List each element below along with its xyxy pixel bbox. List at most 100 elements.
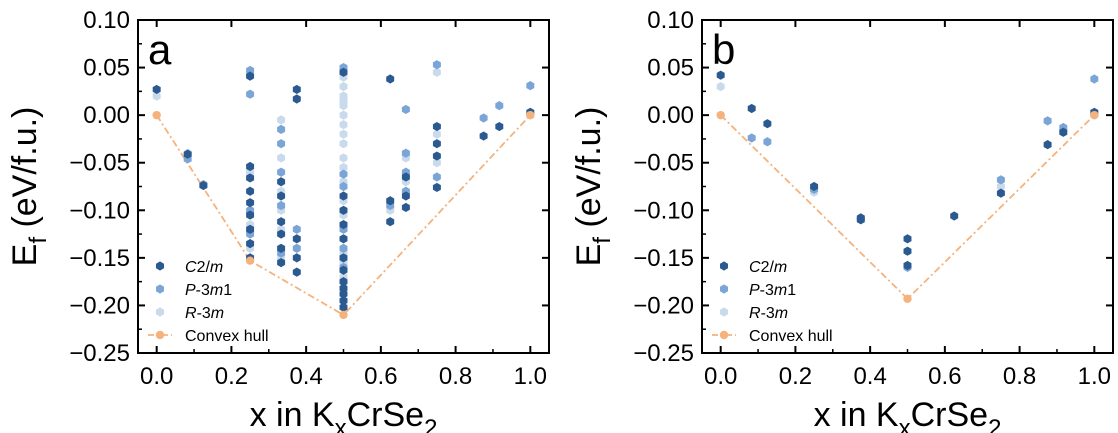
- panel-a-legend-entry: C2/m: [156, 259, 223, 276]
- panel-a-legend-label-part: -3: [196, 282, 210, 299]
- panel-a-point-c2-m: [339, 191, 348, 201]
- panel-b-legend-label: R-3m: [749, 305, 788, 322]
- panel-a-point-r-3m: [432, 129, 441, 139]
- panel-a-point-p-3m1: [277, 124, 286, 135]
- panel-a-x-axis-title-part: CrSe: [347, 396, 424, 433]
- panel-b-point-r-3m: [996, 181, 1005, 192]
- panel-a-point-c2-m: [339, 219, 348, 230]
- panel-b-legend-label-part: m: [774, 282, 787, 299]
- panel-b-ytick-label: −0.05: [633, 150, 694, 177]
- panel-a-point-c2-m: [339, 277, 348, 287]
- panel-b-x-axis-title-part: 2: [988, 415, 1001, 433]
- panel-b-point-c2-m: [763, 119, 772, 129]
- panel-a-hull-point: [339, 310, 348, 320]
- panel-a-point-r-3m: [277, 115, 286, 125]
- panel-b-point-c2-m: [747, 103, 756, 114]
- panel-b-ytick-label: 0.00: [647, 102, 694, 129]
- panel-a-legend-label: C2/m: [185, 259, 223, 276]
- panel-a-point-p-3m1: [339, 181, 348, 192]
- panel-a-legend-label-part: 1: [223, 282, 232, 299]
- panel-a-point-c2-m: [495, 121, 504, 132]
- panel-a-point-p-3m1: [479, 113, 488, 123]
- panel-a-point-c2-m: [339, 234, 348, 244]
- panel-b-legend-entry: R-3m: [720, 305, 788, 322]
- panel-b-hull-point: [903, 294, 912, 303]
- panel-a-point-c2-m: [401, 202, 410, 213]
- panel-a-point-c2-m: [246, 238, 255, 249]
- panel-b-legend-marker: [720, 261, 728, 271]
- panel-b-y-axis-title-part: E: [570, 244, 608, 267]
- panel-a-point-c2-m: [432, 182, 441, 193]
- panel-a-legend-label-part: R: [185, 305, 197, 322]
- panel-b-x-axis-title-part: x: [899, 415, 911, 433]
- panel-a-point-c2-m: [386, 74, 395, 84]
- panel-a-legend-marker: [156, 307, 164, 317]
- panel-a-point-c2-m: [246, 198, 255, 208]
- panel-b-point-p-3m1: [1043, 116, 1052, 126]
- panel-b-legend-marker: [720, 284, 728, 294]
- panel-a-ytick-label: −0.15: [69, 245, 130, 272]
- panel-a-point-r-3m: [339, 153, 348, 163]
- panel-a-ytick-label: 0.05: [83, 55, 130, 82]
- panel-a-point-c2-m: [277, 243, 286, 253]
- panel-a-point-c2-m: [277, 177, 286, 187]
- panel-a-point-c2-m: [183, 149, 192, 159]
- panel-a-ytick-label: −0.10: [69, 197, 130, 224]
- panel-b-x-axis-title-part: x in K: [814, 396, 899, 433]
- panel-b-ytick-label: −0.10: [633, 197, 694, 224]
- panel-a-point-c2-m: [339, 302, 348, 312]
- panel-b-xtick-label: 0.0: [704, 363, 737, 390]
- panel-b-legend-label-part: P: [749, 282, 760, 299]
- panel-a-point-p-3m1: [495, 101, 504, 111]
- panel-a-point-c2-m: [432, 151, 441, 161]
- panel-a-x-axis-title-part: 2: [424, 415, 437, 433]
- panel-a-xtick-label: 1.0: [514, 363, 547, 390]
- panel-a-y-axis-title-part: E: [6, 244, 44, 267]
- panel-a-point-c2-m: [292, 234, 301, 244]
- panel-a-point-c2-m: [277, 217, 286, 227]
- panel-a-point-c2-m: [339, 205, 348, 215]
- panel-a-point-c2-m: [339, 67, 348, 77]
- panel-a-point-c2-m: [339, 296, 348, 306]
- panel-a-point-c2-m: [277, 258, 286, 268]
- panel-b-point-c2-m: [1043, 140, 1052, 150]
- panel-a-point-r-3m: [432, 158, 441, 168]
- panel-a-legend-entry: P-3m1: [156, 282, 232, 299]
- panel-b-legend-marker: [719, 330, 729, 340]
- panel-b-point-p-3m1: [996, 175, 1005, 185]
- panel-b-x-axis-title-part: CrSe: [911, 396, 988, 433]
- panel-a-point-c2-m: [246, 210, 255, 220]
- panel-a-point-c2-m: [339, 265, 348, 275]
- panel-b-xtick-label: 1.0: [1078, 363, 1111, 390]
- panel-b-legend-label-part: 1: [787, 282, 796, 299]
- panel-a-legend-label: P-3m1: [185, 282, 232, 299]
- panel-b-xtick-label: 0.2: [779, 363, 812, 390]
- panel-b-point-c2-m: [903, 246, 912, 256]
- panel-b-legend-label-part: -3: [761, 305, 775, 322]
- panel-b-point-c2-m: [903, 234, 912, 244]
- panel-b-legend-marker: [720, 307, 728, 317]
- panel-a-y-axis-title-part: (eV/f.u.): [6, 107, 44, 237]
- panel-a-legend-entry: R-3m: [156, 305, 224, 322]
- panel-a-point-c2-m: [199, 180, 208, 191]
- panel-b-legend-label-part: m: [775, 305, 788, 322]
- panel-b-xtick-label: 0.8: [1003, 363, 1036, 390]
- panel-a-point-c2-m: [401, 172, 410, 182]
- panel-a-point-c2-m: [339, 253, 348, 263]
- panel-a-legend-label-part: P: [185, 282, 196, 299]
- panel-a-point-p-3m1: [292, 243, 301, 253]
- panel-b-y-axis-title-part: (eV/f.u.): [570, 107, 608, 237]
- panel-b-xtick-label: 0.6: [928, 363, 961, 390]
- panel-a-point-c2-m: [246, 161, 255, 172]
- panel-b-point-c2-m: [716, 70, 725, 80]
- panel-a-hull-point: [526, 110, 535, 120]
- panel-a-legend-marker: [156, 261, 164, 271]
- panel-a-point-c2-m: [339, 289, 348, 299]
- panel-a-x-axis-title-part: x: [335, 415, 347, 433]
- panel-a-ytick-label: −0.25: [69, 340, 130, 367]
- panel-a-point-r-3m: [339, 129, 348, 139]
- panel-a-point-p-3m1: [277, 167, 286, 177]
- panel-b-point-r-3m: [716, 82, 725, 92]
- panel-b-legend-label: Convex hull: [749, 328, 833, 345]
- panel-a-point-c2-m: [292, 84, 301, 95]
